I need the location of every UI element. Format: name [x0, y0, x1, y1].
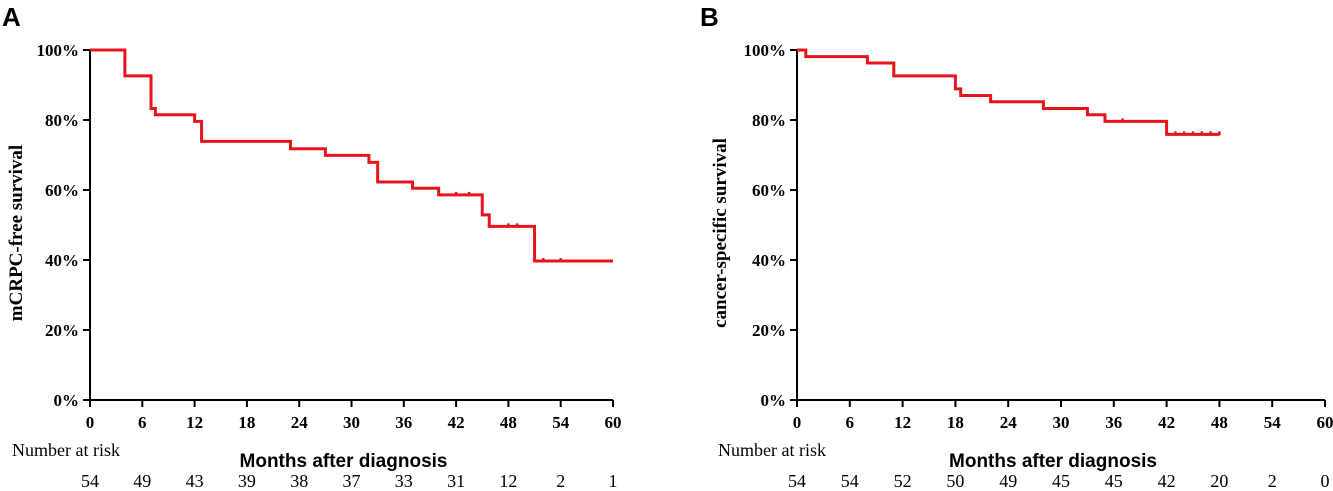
panel-a-risk-value: 49 — [133, 471, 151, 491]
panel-a-y-tick-label: 0% — [54, 391, 80, 410]
panel-b-y-tick-label: 20% — [752, 321, 786, 340]
panel-a: A0%20%40%60%80%100%0 6 12 18 24 30 36 42 48 54 60m… — [2, 2, 622, 491]
panel-b-risk-value: 45 — [1052, 471, 1070, 491]
panel-b-x-tick-label: 48 — [1211, 413, 1228, 432]
panel-b-y-tick-label: 80% — [752, 111, 786, 130]
panel-a-y-tick-label: 40% — [45, 251, 79, 270]
panel-b-y-tick-label: 40% — [752, 251, 786, 270]
panel-a-risk-value: 38 — [290, 471, 308, 491]
panel-a-risk-title: Number at risk — [12, 440, 120, 460]
panel-b-risk-value: 50 — [946, 471, 964, 491]
panel-b-y-tick-label: 60% — [752, 181, 786, 200]
panel-b-survival-curve — [797, 48, 1220, 136]
panel-a-y-tick-label: 60% — [45, 181, 79, 200]
panel-b-x-tick-label: 30 — [1053, 413, 1070, 432]
panel-b-risk-value: 0 — [1321, 471, 1330, 491]
panel-a-risk-value: 31 — [447, 471, 465, 491]
panel-b-risk-value: 54 — [841, 471, 859, 491]
panel-a-x-tick-label: 42 — [448, 413, 465, 432]
panel-b-x-tick-label: 54 — [1264, 413, 1282, 432]
panel-a-risk-value: 1 — [609, 471, 618, 491]
panel-a-survival-curve — [90, 48, 613, 263]
panel-a-risk-value: 54 — [81, 471, 99, 491]
panel-a-x-tick-label: 24 — [291, 413, 309, 432]
panel-a-y-axis-label: mCRPC-free survival — [6, 145, 27, 321]
panel-b-risk-value: 49 — [999, 471, 1017, 491]
panel-b-x-axis-label: Months after diagnosis — [949, 451, 1157, 472]
panel-b-risk-value: 2 — [1268, 471, 1277, 491]
panel-a-x-axis-label: Months after diagnosis — [240, 451, 448, 472]
panel-b-risk-value: 45 — [1105, 471, 1123, 491]
panel-b-x-tick-label: 18 — [947, 413, 964, 432]
panel-a-risk-value: 12 — [499, 471, 517, 491]
panel-a-y-tick-label: 20% — [45, 321, 79, 340]
panel-b-risk-value: 52 — [894, 471, 912, 491]
panel-a-x-tick-label: 18 — [238, 413, 255, 432]
panel-a-x-tick-label: 60 — [605, 413, 622, 432]
panel-b-x-tick-label: 24 — [1000, 413, 1018, 432]
panel-b-x-tick-label: 60 — [1317, 413, 1333, 432]
panel-a-x-tick-label: 12 — [186, 413, 203, 432]
panel-b-risk-value: 20 — [1210, 471, 1228, 491]
panel-a-x-tick-label: 0 — [86, 413, 95, 432]
panel-a-x-tick-label: 54 — [552, 413, 570, 432]
panel-a-y-tick-label: 100% — [37, 41, 80, 60]
panel-a-risk-value: 33 — [395, 471, 413, 491]
panel-a-x-tick-label: 30 — [343, 413, 360, 432]
panel-a-x-tick-label: 6 — [138, 413, 147, 432]
panel-a-y-tick-label: 80% — [45, 111, 79, 130]
panel-b-risk-value: 42 — [1158, 471, 1176, 491]
panel-a-x-tick-label: 36 — [395, 413, 412, 432]
panel-a-risk-value: 37 — [343, 471, 361, 491]
panel-b-risk-title: Number at risk — [718, 440, 826, 460]
panel-a-label: A — [2, 2, 21, 32]
panel-b: B 0% 20% 40% 60% 80% 100% 0 6 12 18 24 30 36 42 48 54 60 c… — [700, 2, 1333, 491]
panel-b-x-tick-label: 0 — [793, 413, 802, 432]
panel-b-risk-value: 54 — [788, 471, 806, 491]
panel-b-x-tick-label: 36 — [1105, 413, 1122, 432]
panel-b-y-tick-label: 100% — [744, 41, 787, 60]
panel-b-x-tick-label: 6 — [846, 413, 855, 432]
panel-a-risk-value: 43 — [186, 471, 204, 491]
panel-b-x-tick-label: 12 — [894, 413, 911, 432]
panel-b-y-axis-label: cancer-specific survival — [710, 138, 731, 328]
panel-b-y-tick-label: 0% — [761, 391, 787, 410]
panel-a-risk-value: 2 — [556, 471, 565, 491]
panel-a-risk-value: 39 — [238, 471, 256, 491]
panel-b-x-tick-label: 42 — [1158, 413, 1175, 432]
panel-b-label: B — [700, 2, 719, 32]
panel-a-x-tick-label: 48 — [500, 413, 517, 432]
